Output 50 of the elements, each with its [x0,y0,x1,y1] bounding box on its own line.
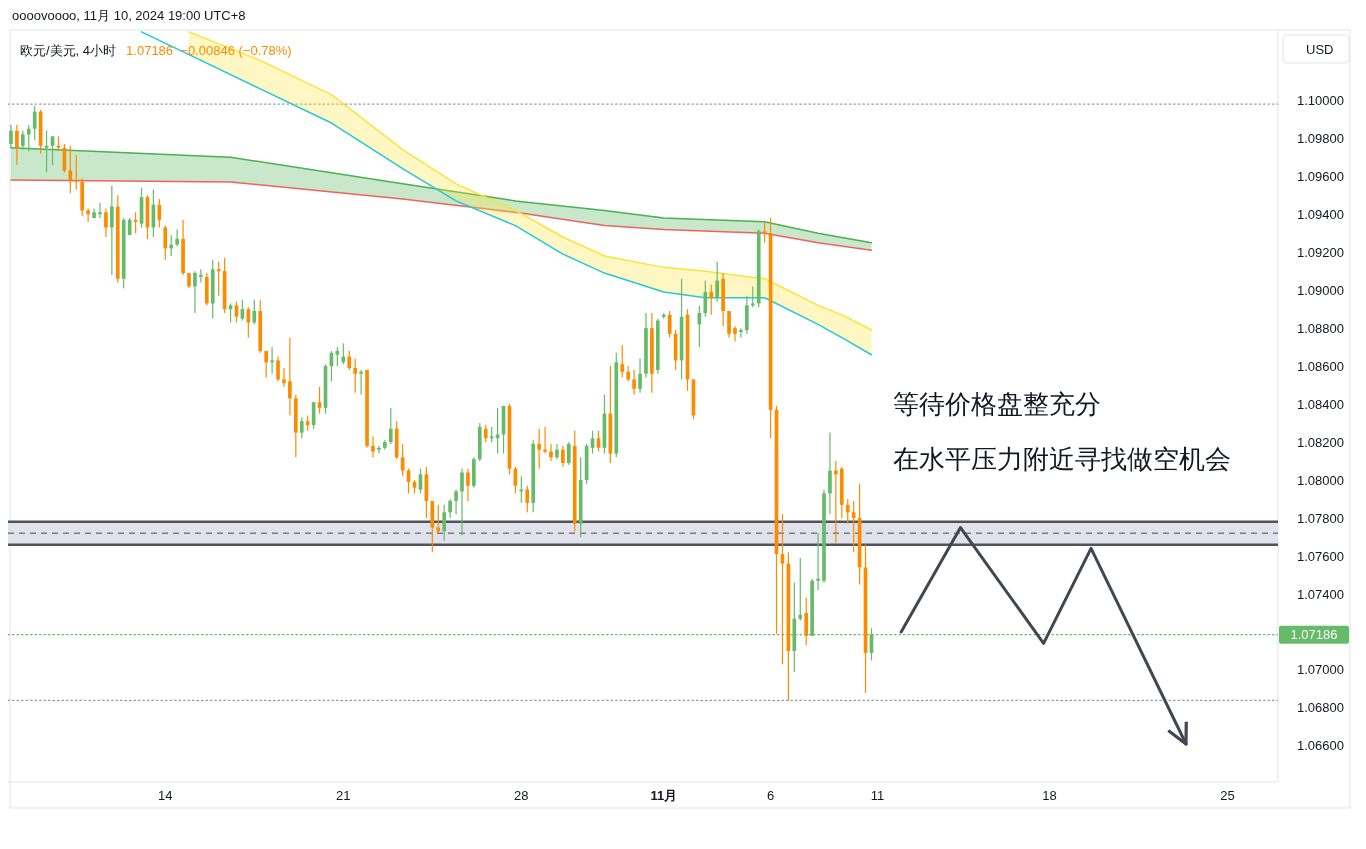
candlestick [377,445,381,454]
candlestick [638,358,642,393]
candlestick [543,426,547,454]
candlestick [733,326,737,342]
candlestick [828,432,832,515]
candlestick [460,468,464,536]
y-tick-label: 1.08400 [1297,396,1344,412]
y-tick-label: 1.06600 [1297,738,1344,754]
x-tick-label: 6 [766,788,775,803]
y-axis-title: USD [1306,42,1334,57]
candlestick [15,124,19,165]
y-tick-label: 1.07000 [1297,662,1344,678]
text: oooovoooo, 11月 10, 2024 19:00 UTC+8 [12,8,246,23]
y-tick-label: 1.07800 [1297,510,1344,526]
x-tick-label: 25 [1220,788,1235,803]
y-tick-label: 1.09200 [1297,244,1344,260]
candlestick [270,347,274,374]
y-tick-label: 1.08200 [1297,434,1344,450]
annotation: 等待价格盘整充分 [893,389,1101,419]
y-tick-label: 1.08800 [1297,320,1344,336]
y-tick-label: 1.10000 [1297,92,1344,108]
text: 欧元/美元, 4小时 [20,43,117,58]
y-tick-label: 1.09000 [1297,282,1344,298]
x-tick-label: 14 [158,788,173,803]
candlestick [193,271,197,313]
y-tick-label: 1.09800 [1297,130,1344,146]
x-tick-label: 18 [1042,788,1057,803]
line-series [10,179,873,252]
x-tick-label: 11月 [650,788,678,803]
ref-line-label: 1.07186 [1290,627,1338,643]
candlestick [549,443,553,462]
y-tick-label: 1.07400 [1297,586,1344,602]
y-tick-label: 1.09400 [1297,206,1344,222]
candlestick [282,368,286,388]
y-tick-label: 1.06800 [1297,700,1344,716]
candlestick [454,489,458,515]
candlestick [739,328,743,338]
y-tick-label: 1.09600 [1297,168,1344,184]
candlestick [371,436,375,458]
candlestick [98,202,102,218]
x-tick-label: 28 [514,788,529,803]
candlestick [632,369,636,395]
candlestick [816,533,820,591]
candlestick [466,468,470,501]
annotation: 在水平压力附近寻找做空机会 [893,444,1231,474]
y-tick-label: 1.08600 [1297,358,1344,374]
x-tick-label: 11 [870,788,885,803]
y-tick-label: 1.08000 [1297,472,1344,488]
x-tick-label: 21 [336,788,351,803]
y-tick-label: 1.07600 [1297,548,1344,564]
